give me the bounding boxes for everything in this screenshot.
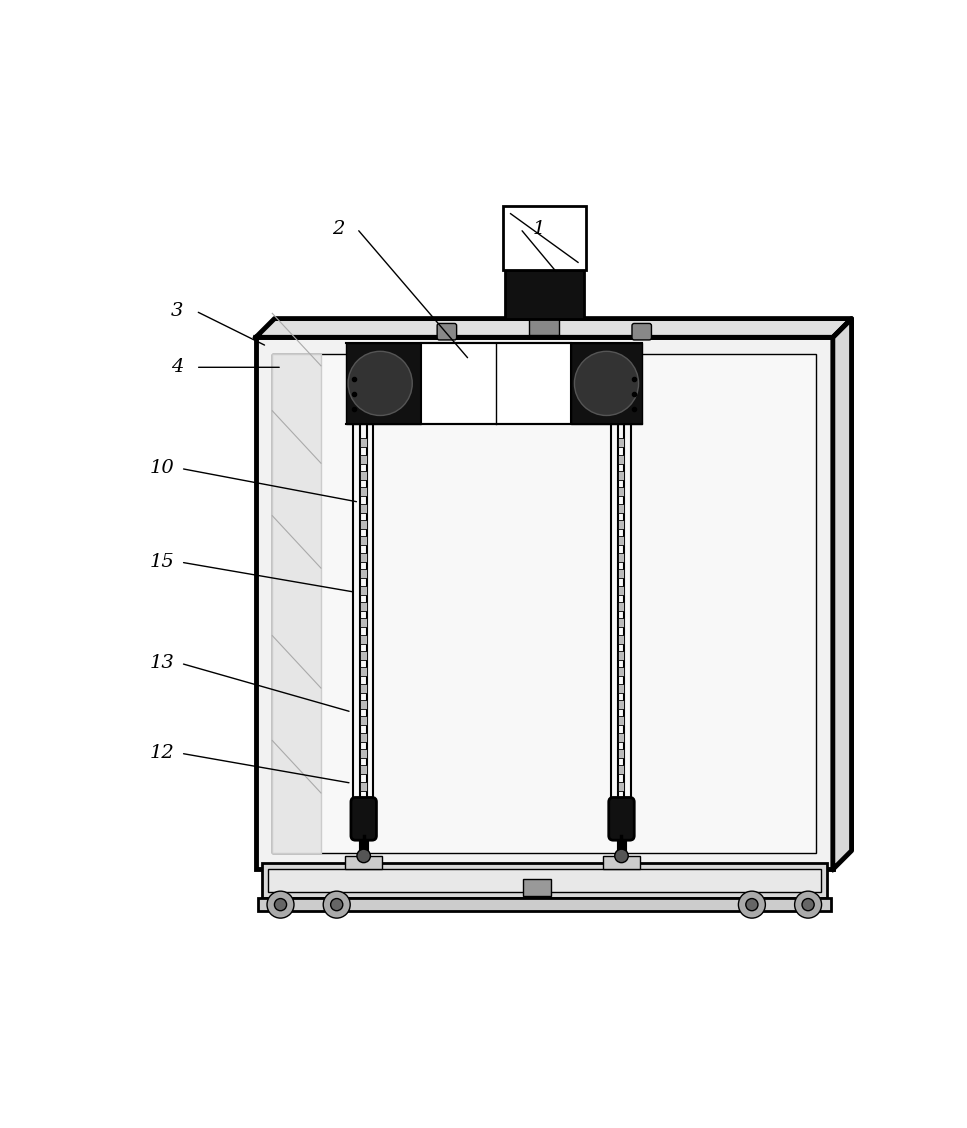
Polygon shape: [833, 318, 852, 870]
Bar: [360, 635, 366, 644]
Bar: [360, 618, 366, 627]
Bar: [618, 472, 625, 481]
FancyBboxPatch shape: [351, 797, 376, 840]
Text: 13: 13: [150, 654, 174, 672]
Circle shape: [323, 891, 350, 918]
Text: 15: 15: [150, 553, 174, 571]
Bar: [360, 602, 366, 611]
Bar: [360, 684, 366, 693]
Bar: [618, 537, 625, 546]
Bar: [618, 635, 625, 644]
Bar: [618, 602, 625, 611]
Bar: [360, 455, 366, 464]
Bar: [505, 270, 584, 318]
Bar: [618, 668, 625, 677]
Bar: [422, 343, 571, 423]
Bar: [360, 537, 366, 546]
Bar: [618, 504, 625, 513]
Bar: [360, 520, 366, 529]
Bar: [360, 716, 366, 725]
Bar: [618, 766, 625, 774]
Bar: [618, 439, 625, 448]
Circle shape: [802, 899, 814, 910]
FancyBboxPatch shape: [437, 324, 456, 340]
Bar: [571, 343, 642, 423]
Bar: [273, 354, 816, 853]
Text: 1: 1: [533, 220, 545, 238]
Bar: [255, 337, 833, 870]
FancyBboxPatch shape: [609, 797, 634, 840]
Bar: [273, 354, 321, 853]
Circle shape: [739, 891, 766, 918]
Bar: [345, 856, 382, 870]
Bar: [360, 504, 366, 513]
Bar: [503, 206, 585, 270]
Bar: [618, 487, 625, 496]
Text: 2: 2: [332, 220, 344, 238]
Bar: [360, 700, 366, 710]
Bar: [618, 716, 625, 725]
FancyBboxPatch shape: [632, 324, 652, 340]
Circle shape: [615, 849, 629, 863]
Bar: [618, 749, 625, 758]
Bar: [602, 856, 640, 870]
Circle shape: [275, 899, 286, 910]
Bar: [618, 520, 625, 529]
Bar: [618, 782, 625, 791]
Bar: [360, 668, 366, 677]
Bar: [618, 618, 625, 627]
Bar: [618, 570, 625, 579]
Bar: [618, 733, 625, 742]
Circle shape: [746, 899, 758, 910]
Bar: [346, 343, 422, 423]
Circle shape: [267, 891, 294, 918]
Bar: [360, 472, 366, 481]
Bar: [360, 439, 366, 448]
Bar: [360, 766, 366, 774]
Bar: [618, 585, 625, 594]
Text: 4: 4: [171, 359, 184, 377]
Bar: [360, 487, 366, 496]
Bar: [618, 700, 625, 710]
Text: 12: 12: [150, 744, 174, 763]
Bar: [360, 585, 366, 594]
Bar: [529, 318, 559, 335]
Bar: [522, 879, 551, 896]
Circle shape: [357, 849, 370, 863]
Bar: [262, 863, 827, 898]
Bar: [360, 553, 366, 562]
Polygon shape: [255, 318, 852, 337]
Circle shape: [331, 899, 342, 910]
Bar: [360, 651, 366, 660]
Bar: [618, 684, 625, 693]
Bar: [618, 553, 625, 562]
Text: 3: 3: [171, 302, 184, 320]
Circle shape: [574, 351, 638, 415]
Bar: [360, 733, 366, 742]
Bar: [618, 651, 625, 660]
Bar: [258, 898, 831, 911]
Bar: [360, 749, 366, 758]
Bar: [360, 570, 366, 579]
Bar: [618, 455, 625, 464]
Text: 10: 10: [150, 459, 174, 477]
Bar: [360, 782, 366, 791]
Bar: [268, 870, 821, 892]
Circle shape: [795, 891, 822, 918]
Circle shape: [348, 351, 412, 415]
